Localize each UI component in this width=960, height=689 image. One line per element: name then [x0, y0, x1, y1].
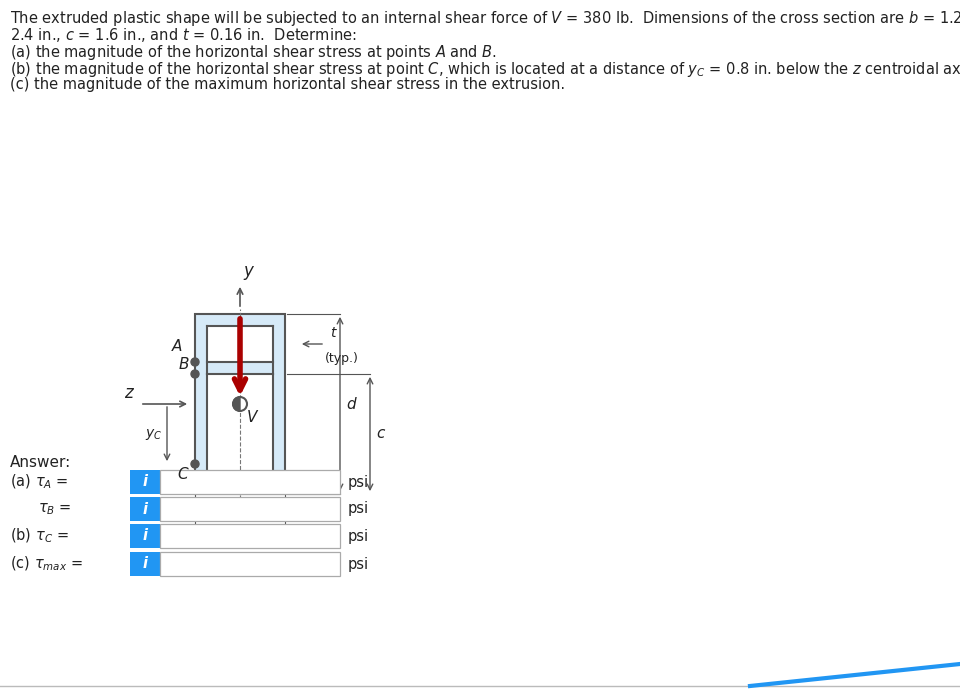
Bar [207, 326, 273, 362]
Text: i: i [142, 502, 148, 517]
Text: $V$: $V$ [246, 409, 259, 425]
Text: $\tau_B$ =: $\tau_B$ = [38, 501, 72, 517]
Text: (a) the magnitude of the horizontal shear stress at points $A$ and $B$.: (a) the magnitude of the horizontal shea… [10, 43, 497, 62]
Text: $c$: $c$ [376, 426, 386, 442]
Text: psi: psi [348, 557, 370, 571]
Bar [195, 314, 285, 494]
Circle shape [191, 370, 199, 378]
Text: $y$: $y$ [243, 264, 255, 282]
Text: $y_C$: $y_C$ [145, 426, 162, 442]
Text: (typ.): (typ.) [325, 352, 359, 365]
Text: (a) $\tau_A$ =: (a) $\tau_A$ = [10, 473, 68, 491]
Text: (c) the magnitude of the maximum horizontal shear stress in the extrusion.: (c) the magnitude of the maximum horizon… [10, 77, 565, 92]
Text: 2.4 in., $c$ = 1.6 in., and $t$ = 0.16 in.  Determine:: 2.4 in., $c$ = 1.6 in., and $t$ = 0.16 i… [10, 26, 357, 44]
Text: $A$: $A$ [171, 338, 183, 354]
Text: $z$: $z$ [125, 384, 135, 402]
Text: The extruded plastic shape will be subjected to an internal shear force of $V$ =: The extruded plastic shape will be subje… [10, 9, 960, 28]
Text: (c) $\tau_{max}$ =: (c) $\tau_{max}$ = [10, 555, 83, 573]
Text: $B$: $B$ [179, 356, 190, 372]
Bar [130, 552, 160, 576]
Text: i: i [142, 475, 148, 489]
Wedge shape [233, 397, 240, 411]
Text: i: i [142, 528, 148, 544]
Bar [160, 552, 340, 576]
Text: $b$: $b$ [234, 530, 246, 546]
Bar [130, 470, 160, 494]
Circle shape [191, 460, 199, 468]
Text: $d$: $d$ [346, 396, 358, 412]
Text: psi: psi [348, 502, 370, 517]
Bar [130, 524, 160, 548]
Bar [160, 470, 340, 494]
Circle shape [191, 358, 199, 366]
Text: psi: psi [348, 528, 370, 544]
Bar [160, 497, 340, 521]
Circle shape [233, 397, 247, 411]
Bar [160, 524, 340, 548]
Text: $t$: $t$ [330, 326, 338, 340]
Text: psi: psi [348, 475, 370, 489]
Text: $C$: $C$ [178, 466, 190, 482]
Text: (b) the magnitude of the horizontal shear stress at point $C$, which is located : (b) the magnitude of the horizontal shea… [10, 60, 960, 79]
Text: i: i [142, 557, 148, 571]
Text: Answer:: Answer: [10, 455, 71, 470]
Text: (b) $\tau_C$ =: (b) $\tau_C$ = [10, 527, 69, 545]
Bar [207, 374, 273, 482]
Bar [130, 497, 160, 521]
